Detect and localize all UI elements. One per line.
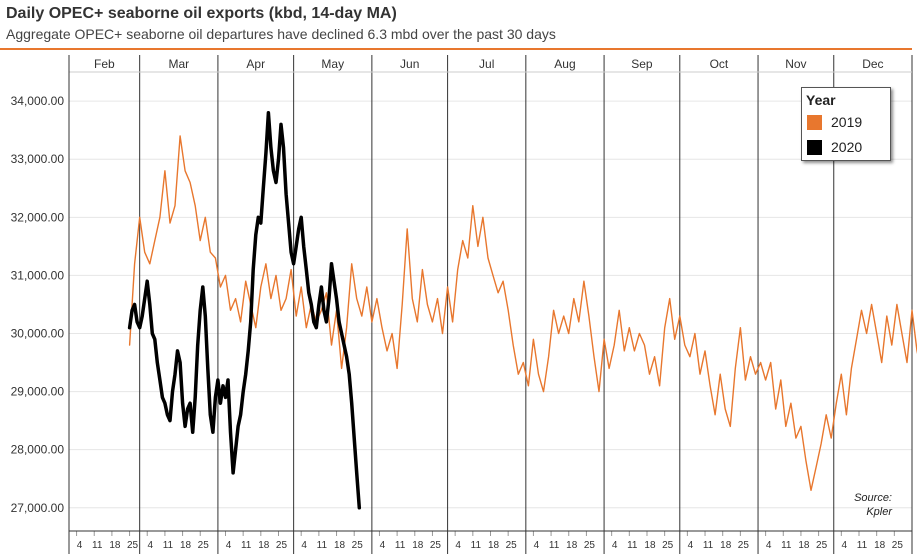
- x-tick-label: 25: [816, 540, 828, 551]
- x-tick-label: 18: [488, 540, 500, 551]
- month-label: Oct: [710, 57, 729, 71]
- month-label: Apr: [246, 57, 265, 71]
- header-rule: [0, 48, 912, 50]
- x-tick-label: 11: [627, 540, 638, 551]
- x-tick-label: 4: [77, 540, 83, 551]
- x-tick-label: 25: [430, 540, 442, 551]
- x-tick-label: 18: [412, 540, 424, 551]
- x-tick-label: 4: [766, 540, 772, 551]
- x-tick-label: 18: [874, 540, 886, 551]
- x-tick-label: 18: [180, 540, 192, 551]
- x-tick-label: 11: [549, 540, 560, 551]
- x-tick-label: 25: [198, 540, 210, 551]
- x-tick-label: 11: [317, 540, 328, 551]
- month-label: Mar: [168, 57, 189, 71]
- month-label: Feb: [94, 57, 115, 71]
- legend-swatch-2020: [807, 140, 822, 155]
- y-tick-label: 27,000.00: [11, 501, 65, 515]
- x-tick-label: 25: [738, 540, 750, 551]
- x-tick-label: 25: [506, 540, 518, 551]
- x-tick-label: 18: [566, 540, 578, 551]
- month-label: Sep: [631, 57, 653, 71]
- x-tick-label: 11: [857, 540, 868, 551]
- x-tick-label: 18: [258, 540, 270, 551]
- legend-title: Year: [806, 92, 836, 108]
- chart-subtitle: Aggregate OPEC+ seaborne oil departures …: [6, 26, 556, 42]
- legend-swatch-2019: [807, 115, 822, 130]
- x-tick-label: 4: [842, 540, 848, 551]
- source-label: Source:: [854, 492, 892, 504]
- x-tick-label: 25: [892, 540, 904, 551]
- x-tick-label: 25: [276, 540, 288, 551]
- x-tick-label: 4: [147, 540, 153, 551]
- x-tick-label: 4: [612, 540, 618, 551]
- chart-title: Daily OPEC+ seaborne oil exports (kbd, 1…: [6, 5, 397, 22]
- month-label: Nov: [785, 57, 806, 71]
- source-note: Source: Kpler: [854, 491, 892, 519]
- y-tick-label: 29,000.00: [11, 385, 65, 399]
- line-chart: 27,000.00 28,000.00 29,000.00 30,000.00 31,0…: [11, 55, 917, 554]
- x-tick-label: 25: [352, 540, 364, 551]
- x-tick-label: 11: [781, 540, 792, 551]
- legend-label-2020: 2020: [831, 139, 863, 155]
- x-tick-label: 25: [584, 540, 596, 551]
- y-tick-label: 32,000.00: [11, 210, 65, 224]
- x-tick-label: 11: [163, 540, 174, 551]
- x-tick-label: 4: [534, 540, 540, 551]
- y-tick-label: 31,000.00: [11, 268, 65, 282]
- month-label: Jul: [479, 57, 494, 71]
- y-tick-label: 30,000.00: [11, 326, 65, 340]
- month-label: Dec: [862, 57, 883, 71]
- x-tick-label: 25: [662, 540, 674, 551]
- x-tick-label: 18: [720, 540, 732, 551]
- series-line-2019: [128, 135, 917, 491]
- x-tick-label: 18: [644, 540, 656, 551]
- series-line-2020: [127, 111, 362, 510]
- x-tick-label: 4: [380, 540, 386, 551]
- x-tick-label: 11: [395, 540, 406, 551]
- x-tick-label: 11: [703, 540, 714, 551]
- legend-label-2019: 2019: [831, 114, 863, 130]
- y-tick-label: 34,000.00: [11, 94, 65, 108]
- source-name: Kpler: [866, 506, 892, 518]
- x-tick-label: 11: [92, 540, 103, 551]
- legend: Year 2019 2020: [801, 87, 891, 161]
- month-label: Jun: [400, 57, 419, 71]
- x-tick-label: 18: [334, 540, 346, 551]
- month-label: Aug: [554, 57, 575, 71]
- x-tick-label: 4: [226, 540, 232, 551]
- x-tick-label: 4: [301, 540, 307, 551]
- x-tick-label: 18: [109, 540, 121, 551]
- x-tick-label: 11: [471, 540, 482, 551]
- x-tick-label: 4: [455, 540, 461, 551]
- y-tick-label: 33,000.00: [11, 152, 65, 166]
- x-tick-label: 4: [688, 540, 694, 551]
- x-tick-label: 18: [798, 540, 810, 551]
- x-tick-label: 25: [127, 540, 139, 551]
- y-tick-label: 28,000.00: [11, 443, 65, 457]
- x-tick-label: 11: [241, 540, 252, 551]
- month-label: May: [321, 57, 344, 71]
